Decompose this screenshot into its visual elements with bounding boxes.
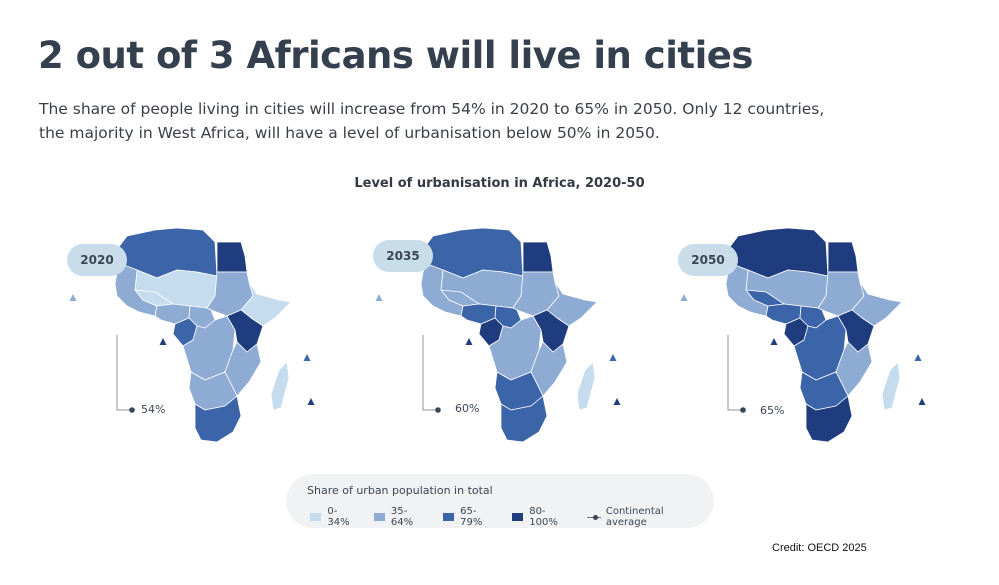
region-westcoast xyxy=(420,263,464,317)
island-marker xyxy=(375,294,383,301)
region-madagascar xyxy=(881,361,901,411)
region-egypt xyxy=(216,241,248,273)
average-dot xyxy=(435,407,441,413)
africa-map xyxy=(680,227,926,443)
legend-label: 80-100% xyxy=(529,506,558,528)
legend-label: 65-79% xyxy=(460,506,483,528)
average-dot xyxy=(740,407,746,413)
map-panel: 2020 54% xyxy=(65,200,315,455)
year-badge: 2020 xyxy=(67,244,127,276)
region-madagascar xyxy=(576,361,596,411)
average-label: 60% xyxy=(455,402,480,415)
legend-swatch xyxy=(442,513,455,521)
island-marker xyxy=(307,398,315,405)
page-subtitle: The share of people living in cities wil… xyxy=(39,97,919,145)
legend: Share of urban population in total 0-34%… xyxy=(286,474,714,528)
legend-label: 35-64% xyxy=(390,506,414,528)
average-leader-line xyxy=(422,335,437,411)
island-marker xyxy=(770,338,778,345)
island-marker xyxy=(680,294,688,301)
africa-map xyxy=(375,227,621,443)
region-horn xyxy=(851,281,903,327)
island-marker xyxy=(613,398,621,405)
legend-label: Continental average xyxy=(605,506,664,528)
average-leader-line xyxy=(116,335,131,411)
region-south xyxy=(194,395,242,443)
region-westcoast xyxy=(725,263,769,317)
average-label: 54% xyxy=(141,403,166,416)
subtitle-line-1: The share of people living in cities wil… xyxy=(39,100,825,118)
average-leader-line xyxy=(727,335,742,411)
legend-title: Share of urban population in total xyxy=(307,484,493,497)
legend-item-35-64: 35-64% xyxy=(373,506,425,528)
year-badge: 2035 xyxy=(373,240,433,272)
year-badge: 2050 xyxy=(678,244,738,276)
island-marker xyxy=(609,354,617,361)
credit: Credit: OECD 2025 xyxy=(772,542,867,554)
island-marker xyxy=(918,398,926,405)
island-marker xyxy=(914,354,922,361)
page-title: 2 out of 3 Africans will live in cities xyxy=(38,34,753,77)
legend-label: 0-34% xyxy=(327,506,350,528)
region-egypt xyxy=(827,241,859,273)
africa-map xyxy=(69,227,315,443)
region-horn xyxy=(546,281,598,327)
legend-item-80-100: 80-100% xyxy=(511,506,569,528)
map-panel: 2050 65% xyxy=(676,200,926,455)
island-marker xyxy=(159,338,167,345)
region-madagascar xyxy=(270,361,290,411)
island-marker xyxy=(69,294,77,301)
region-horn xyxy=(240,281,292,327)
region-south xyxy=(500,395,548,443)
average-dot xyxy=(129,407,135,413)
island-marker xyxy=(465,338,473,345)
legend-swatch xyxy=(310,513,322,521)
legend-item-65-79: 65-79% xyxy=(442,506,494,528)
region-south xyxy=(805,395,853,443)
legend-items: 0-34% 35-64% 65-79% 80-100% Continental … xyxy=(310,506,714,528)
legend-swatch xyxy=(373,513,385,521)
chart-title: Level of urbanisation in Africa, 2020-50 xyxy=(354,176,645,191)
region-egypt xyxy=(522,241,554,273)
legend-item-0-34: 0-34% xyxy=(310,506,356,528)
average-marker-icon xyxy=(586,514,601,520)
island-marker xyxy=(303,354,311,361)
subtitle-line-2: the majority in West Africa, will have a… xyxy=(39,124,660,142)
legend-swatch xyxy=(511,513,524,521)
region-westcoast xyxy=(114,263,158,317)
legend-item-average: Continental average xyxy=(586,506,696,528)
average-label: 65% xyxy=(760,404,785,417)
map-panel: 2035 60% xyxy=(371,200,621,455)
